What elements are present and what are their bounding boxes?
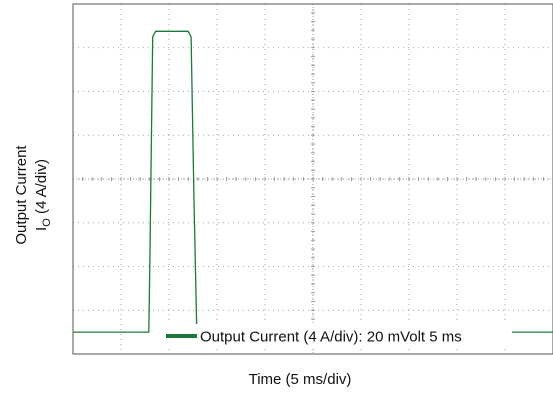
y-axis-label: Output Current IO (4 A/div) — [13, 145, 53, 245]
y-axis-label-unit: (4 A/div) — [33, 159, 50, 218]
legend: Output Current (4 A/div): 20 mVolt 5 ms — [162, 324, 512, 348]
x-axis-label: Time (5 ms/div) — [249, 371, 352, 388]
legend-label: Output Current (4 A/div): 20 mVolt 5 ms — [200, 329, 462, 346]
y-axis-label-subscript: O — [41, 218, 53, 227]
plot-frame — [72, 3, 553, 355]
y-axis-label-line1: Output Current — [13, 145, 30, 245]
y-axis-label-line2: IO (4 A/div) — [33, 159, 53, 231]
y-axis-label-symbol: I — [33, 227, 50, 231]
graticule — [73, 4, 553, 354]
legend-background — [162, 324, 512, 348]
